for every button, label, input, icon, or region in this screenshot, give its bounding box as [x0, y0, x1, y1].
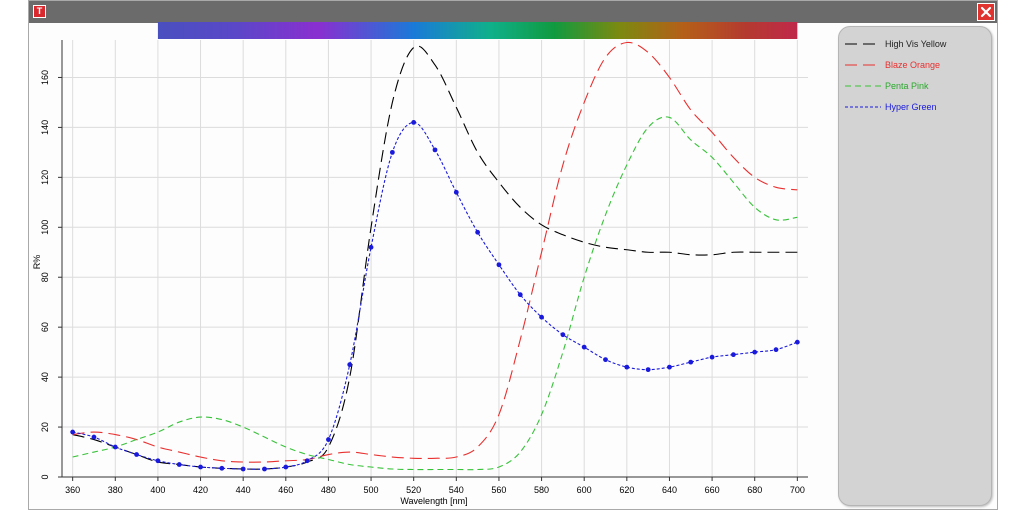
x-tick-label: 620 [619, 485, 634, 495]
legend-label: High Vis Yellow [885, 39, 947, 49]
data-point [603, 357, 608, 363]
series-line-penta-pink [72, 116, 798, 471]
y-tick-labels: 0 20 40 60 80 100 120 140 160 [40, 70, 50, 480]
grid-lines [62, 40, 808, 478]
data-point [347, 362, 353, 368]
data-point [219, 465, 225, 471]
data-point [560, 332, 566, 338]
app-icon: T [33, 5, 46, 18]
data-point [645, 367, 651, 373]
legend-label: Blaze Orange [885, 60, 941, 70]
data-point [91, 434, 97, 440]
x-tick-label: 440 [236, 485, 251, 495]
x-tick-label: 500 [364, 485, 379, 495]
legend-swatch [845, 85, 881, 87]
y-axis-title: R% [32, 255, 42, 270]
data-series [70, 41, 800, 472]
visible-spectrum-bar [157, 22, 798, 39]
legend-item-hyper-green[interactable]: Hyper Green [845, 100, 985, 116]
data-point [389, 149, 395, 155]
legend-item-high-vis-yellow[interactable]: High Vis Yellow [845, 37, 985, 53]
y-tick-label: 120 [40, 170, 50, 185]
legend-item-penta-pink[interactable]: Penta Pink [845, 79, 985, 95]
data-point [70, 429, 76, 435]
x-tick-label: 600 [577, 485, 592, 495]
data-point [794, 339, 800, 345]
legend-label: Penta Pink [885, 81, 929, 91]
x-tick-label: 420 [193, 485, 208, 495]
y-tick-label: 60 [40, 322, 50, 332]
data-point [688, 359, 694, 365]
series-line-high-vis-yellow [72, 45, 798, 470]
data-point [326, 437, 331, 442]
data-point [368, 244, 374, 250]
x-axis-title: Wavelength [nm] [400, 496, 467, 506]
data-point [453, 189, 459, 195]
data-point [773, 347, 779, 353]
y-tick-label: 160 [40, 70, 50, 85]
data-point [411, 120, 417, 125]
y-tick-label: 40 [40, 372, 50, 382]
y-tick-label: 80 [40, 272, 50, 282]
close-icon [980, 6, 992, 18]
series-line-hyper-green [72, 121, 798, 470]
legend-label: Hyper Green [885, 102, 937, 112]
y-tick-label: 20 [40, 422, 50, 432]
data-point [112, 444, 118, 450]
x-tick-label: 660 [705, 485, 720, 495]
x-tick-label: 540 [449, 485, 464, 495]
data-point [624, 364, 630, 370]
legend-swatch [845, 106, 881, 108]
data-point [432, 147, 438, 153]
series-line-blaze-orange [72, 41, 798, 463]
y-tick-label: 140 [40, 120, 50, 135]
y-tick-label: 100 [40, 220, 50, 235]
data-point [262, 466, 267, 472]
x-tick-label: 380 [108, 485, 123, 495]
data-point [496, 262, 502, 268]
data-point [283, 464, 289, 470]
axes [58, 40, 808, 481]
x-tick-label: 360 [65, 485, 80, 495]
x-tick-label: 580 [534, 485, 549, 495]
data-point [176, 462, 182, 467]
legend-swatch [845, 64, 881, 66]
x-tick-label: 520 [406, 485, 421, 495]
x-tick-labels: 360 380 400 420 440 460 480 500 520 540 560 580 600 6… [65, 485, 805, 495]
legend-panel: High Vis Yellow Blaze Orange Penta Pink … [838, 26, 992, 506]
data-point [198, 464, 203, 470]
data-point [752, 349, 758, 355]
data-point [539, 314, 544, 320]
legend-item-blaze-orange[interactable]: Blaze Orange [845, 58, 985, 74]
data-point [155, 458, 161, 464]
data-point [475, 229, 481, 235]
y-tick-label: 0 [40, 474, 50, 479]
data-point [667, 364, 672, 370]
x-tick-label: 460 [278, 485, 293, 495]
data-point [517, 292, 523, 298]
close-button[interactable] [977, 3, 995, 21]
title-bar: T [29, 1, 997, 23]
reflectance-chart: 360 380 400 420 440 460 480 500 520 540 560 580 600 6… [32, 22, 808, 506]
x-tick-label: 680 [747, 485, 762, 495]
x-tick-label: 640 [662, 485, 677, 495]
data-point [134, 452, 140, 457]
data-point [581, 344, 587, 350]
data-point [731, 352, 736, 358]
data-point [709, 354, 715, 360]
data-point [304, 458, 310, 464]
data-point [240, 466, 246, 472]
x-tick-label: 560 [491, 485, 506, 495]
application-window: T [28, 0, 998, 510]
x-tick-label: 700 [790, 485, 805, 495]
legend-swatch [845, 43, 881, 45]
x-tick-label: 400 [150, 485, 165, 495]
x-tick-label: 480 [321, 485, 336, 495]
